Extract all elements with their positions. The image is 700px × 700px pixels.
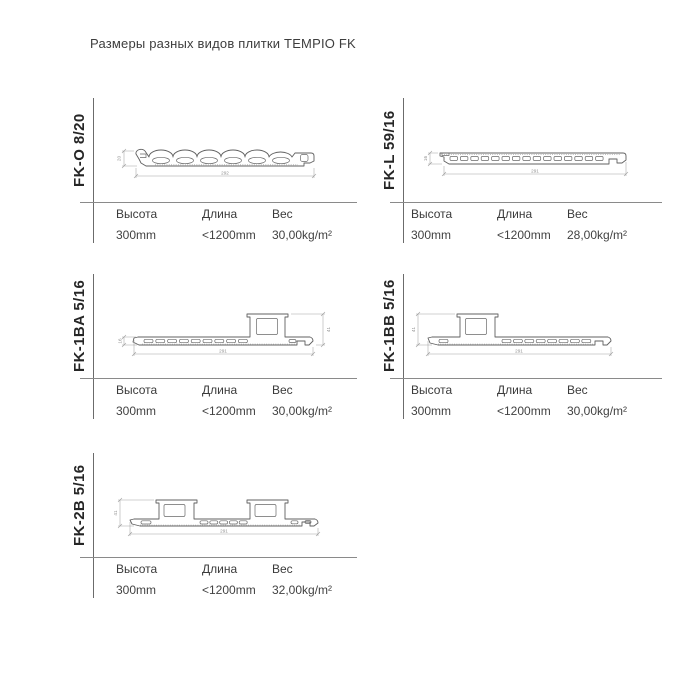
section-fk-o-8-20: FK-O 8/20 292 20 Высота Длина Вес 300mm … — [71, 98, 357, 248]
col-header-length: Длина — [497, 207, 533, 221]
dimension-total-height-label: 41 — [411, 327, 416, 333]
dimension-width-label: 291 — [219, 349, 227, 354]
col-header-weight: Вес — [272, 383, 293, 397]
col-header-height: Высота — [411, 207, 453, 221]
value-weight: 30,00kg/m² — [272, 404, 333, 418]
dimension-width-label: 291 — [220, 529, 228, 534]
profile-holes — [143, 318, 297, 344]
col-header-height: Высота — [116, 383, 158, 397]
profile-drawing-fk-l: 291 16 — [423, 150, 629, 177]
dimension-total-height-label: 41 — [113, 510, 118, 516]
dimension-lines: 292 20 — [117, 148, 317, 179]
dimension-lines: 291 41 — [411, 311, 614, 357]
profile-outline — [129, 499, 319, 527]
left-notch — [441, 153, 450, 156]
page-title: Размеры разных видов плитки TEMPIO FK — [90, 36, 356, 51]
value-weight: 28,00kg/m² — [567, 228, 628, 242]
profile-outline — [132, 313, 314, 346]
dimension-thickness-label: 16 — [423, 156, 428, 162]
profile-drawing-fk-o: 292 20 — [117, 148, 317, 179]
section-border-line — [403, 98, 404, 243]
value-height: 300mm — [116, 583, 157, 597]
dimension-thickness-label: 20 — [117, 156, 122, 162]
profile-drawing-fk-2b: 291 41 — [113, 497, 321, 537]
profile-holes — [152, 154, 309, 165]
section-border-line — [93, 274, 94, 419]
col-header-height: Высота — [411, 383, 453, 397]
section-fk-2b-5-16: FK-2B 5/16 291 41 Высота Длина Вес 300mm — [71, 453, 357, 603]
col-header-length: Длина — [202, 207, 238, 221]
value-length: <1200mm — [202, 404, 256, 418]
value-weight: 30,00kg/m² — [272, 228, 333, 242]
value-height: 300mm — [411, 228, 452, 242]
profile-name-label: FK-O 8/20 — [71, 113, 88, 187]
table-top-rule — [390, 202, 662, 203]
value-weight: 30,00kg/m² — [567, 404, 628, 418]
section-fk-1bb-5-16: FK-1BB 5/16 291 41 Высота Длина Вес 300m… — [381, 274, 662, 424]
value-weight: 32,00kg/m² — [272, 583, 333, 597]
section-border-line — [403, 274, 404, 419]
profile-holes — [140, 504, 312, 525]
col-header-length: Длина — [497, 383, 533, 397]
col-header-weight: Вес — [567, 383, 588, 397]
value-length: <1200mm — [497, 228, 551, 242]
left-groove — [140, 153, 147, 158]
profile-name-label: FK-2B 5/16 — [71, 464, 88, 546]
profile-holes — [438, 318, 592, 344]
dimension-width-label: 292 — [221, 171, 229, 176]
table-top-rule — [80, 378, 357, 379]
profile-drawing-fk-1bb: 291 41 — [411, 311, 614, 357]
col-header-length: Длина — [202, 383, 238, 397]
col-header-weight: Вес — [272, 562, 293, 576]
table-top-rule — [80, 557, 357, 558]
profile-holes — [449, 156, 604, 161]
box-cavity — [163, 504, 186, 517]
dimension-lines: 291 41 — [113, 497, 321, 537]
dimension-lines: 291 16 41 — [118, 311, 331, 357]
value-height: 300mm — [411, 404, 452, 418]
profile-name-label: FK-1BB 5/16 — [381, 279, 398, 373]
section-border-line — [93, 453, 94, 598]
table-top-rule — [80, 202, 357, 203]
value-length: <1200mm — [202, 228, 256, 242]
col-header-height: Высота — [116, 207, 158, 221]
box-cavity — [254, 504, 277, 517]
section-fk-1ba-5-16: FK-1BA 5/16 291 16 41 Высота — [71, 274, 357, 424]
dimension-width-label: 291 — [531, 169, 539, 174]
profile-name-label: FK-L 59/16 — [381, 110, 398, 190]
dimension-lines: 291 16 — [423, 150, 629, 177]
col-header-weight: Вес — [272, 207, 293, 221]
box-cavity — [256, 318, 278, 335]
dimension-thickness-label: 16 — [118, 338, 123, 344]
value-height: 300mm — [116, 404, 157, 418]
profile-outline — [439, 152, 627, 165]
profile-drawing-fk-1ba: 291 16 41 — [118, 311, 331, 357]
profile-outline — [427, 313, 612, 346]
col-header-weight: Вес — [567, 207, 588, 221]
section-fk-l-59-16: FK-L 59/16 291 16 — [381, 98, 662, 248]
dimension-width-label: 291 — [515, 349, 523, 354]
col-header-length: Длина — [202, 562, 238, 576]
table-top-rule — [390, 378, 662, 379]
box-cavity — [465, 318, 487, 335]
section-border-line — [93, 98, 94, 243]
profile-name-label: FK-1BA 5/16 — [71, 279, 88, 373]
profile-outline — [135, 148, 315, 167]
dimension-total-height-label: 41 — [326, 327, 331, 333]
col-header-height: Высота — [116, 562, 158, 576]
value-length: <1200mm — [202, 583, 256, 597]
value-length: <1200mm — [497, 404, 551, 418]
value-height: 300mm — [116, 228, 157, 242]
